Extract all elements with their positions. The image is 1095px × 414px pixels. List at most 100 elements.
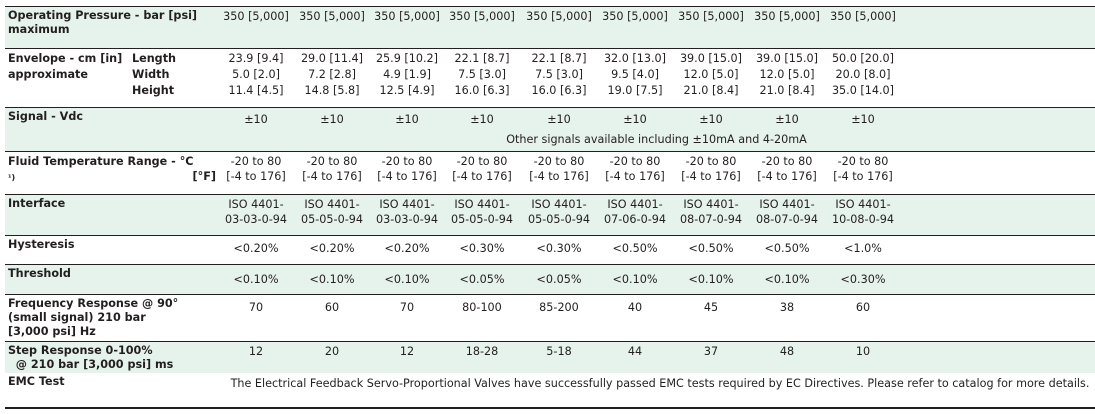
step-value: 37 bbox=[703, 345, 719, 358]
envelope-value: 23.9 [9.4] 5.0 [2.0] 11.4 [4.5] bbox=[218, 51, 294, 99]
value-line: [-4 to 176] bbox=[226, 170, 286, 183]
row-label: Envelope - cm [in] approximate bbox=[8, 51, 122, 83]
step-value: 12 bbox=[248, 345, 264, 358]
value-line: 32.0 [13.0] bbox=[603, 52, 667, 65]
value-line: 21.0 [8.4] bbox=[683, 84, 739, 97]
temperature-value: -20 to 80 [-4 to 176] bbox=[218, 154, 294, 184]
hysteresis-value: <0.20% bbox=[384, 242, 430, 255]
interface-value: ISO 4401- 08-07-0-94 bbox=[673, 197, 749, 227]
hysteresis-value: <0.30% bbox=[536, 242, 582, 255]
pressure-value: 350 [5,000] bbox=[374, 10, 440, 23]
envelope-value: 39.0 [15.0] 12.0 [5.0] 21.0 [8.4] bbox=[749, 51, 825, 99]
row-signal: Signal - Vdc Other signals available inc… bbox=[5, 107, 1095, 151]
value-line: -20 to 80 bbox=[456, 155, 508, 168]
threshold-value: <0.05% bbox=[536, 273, 582, 286]
temperature-value: -20 to 80 [-4 to 176] bbox=[444, 154, 520, 184]
value-line: 22.1 [8.7] bbox=[454, 52, 510, 65]
interface-value: ISO 4401- 05-05-0-94 bbox=[521, 197, 597, 227]
threshold-value: <0.10% bbox=[688, 273, 734, 286]
signal-note: Other signals available including ±10mA … bbox=[506, 133, 807, 146]
value-line: 5.0 [2.0] bbox=[232, 68, 280, 81]
value-line: [-4 to 176] bbox=[833, 170, 893, 183]
row-frequency-response: Frequency Response @ 90° (small signal) 2… bbox=[5, 294, 1095, 341]
value-line: 12.5 [4.9] bbox=[379, 84, 435, 97]
row-label: Frequency Response @ 90° (small signal) 2… bbox=[8, 297, 178, 339]
temperature-value: -20 to 80 [-4 to 176] bbox=[825, 154, 901, 184]
row-label: EMC Test bbox=[8, 375, 65, 388]
frequency-value: 70 bbox=[248, 301, 264, 314]
value-line: 12.0 [5.0] bbox=[759, 68, 815, 81]
label-line: [°F] bbox=[192, 170, 216, 183]
frequency-value: 40 bbox=[627, 301, 643, 314]
value-line: [-4 to 176] bbox=[605, 170, 665, 183]
row-label: Threshold bbox=[8, 267, 71, 280]
value-line: -20 to 80 bbox=[685, 155, 737, 168]
threshold-value: <0.10% bbox=[309, 273, 355, 286]
envelope-value: 29.0 [11.4] 7.2 [2.8] 14.8 [5.8] bbox=[294, 51, 370, 99]
frequency-value: 45 bbox=[703, 301, 719, 314]
value-line: 08-07-0-94 bbox=[680, 213, 742, 226]
row-label: Step Response 0-100% @ 210 bar [3,000 ps… bbox=[8, 344, 173, 372]
value-line: [-4 to 176] bbox=[681, 170, 741, 183]
value-line: 20.0 [8.0] bbox=[835, 68, 891, 81]
value-line: ISO 4401- bbox=[379, 198, 435, 211]
signal-value: ±10 bbox=[699, 113, 723, 126]
threshold-value: <0.30% bbox=[840, 273, 886, 286]
label-line: ¹) bbox=[8, 173, 16, 182]
signal-value: ±10 bbox=[244, 113, 268, 126]
envelope-value: 25.9 [10.2] 4.9 [1.9] 12.5 [4.9] bbox=[369, 51, 445, 99]
value-line: ISO 4401- bbox=[531, 198, 587, 211]
row-step-response: Step Response 0-100% @ 210 bar [3,000 ps… bbox=[5, 341, 1095, 373]
value-line: 08-07-0-94 bbox=[756, 213, 818, 226]
step-value: 18-28 bbox=[465, 345, 499, 358]
value-line: 11.4 [4.5] bbox=[228, 84, 284, 97]
envelope-value: 39.0 [15.0] 12.0 [5.0] 21.0 [8.4] bbox=[673, 51, 749, 99]
value-line: 03-03-0-94 bbox=[376, 213, 438, 226]
sub-label: Height bbox=[132, 84, 175, 97]
value-line: 35.0 [14.0] bbox=[831, 84, 895, 97]
value-line: ISO 4401- bbox=[454, 198, 510, 211]
sub-label: Width bbox=[132, 68, 170, 81]
row-envelope: Envelope - cm [in] approximate Length Widt… bbox=[5, 48, 1095, 107]
interface-value: ISO 4401- 07-06-0-94 bbox=[597, 197, 673, 227]
row-label: Signal - Vdc bbox=[8, 110, 83, 123]
hysteresis-value: <0.50% bbox=[688, 242, 734, 255]
temperature-value: -20 to 80 [-4 to 176] bbox=[749, 154, 825, 184]
value-line: 25.9 [10.2] bbox=[375, 52, 439, 65]
value-line: 29.0 [11.4] bbox=[300, 52, 364, 65]
step-value: 5-18 bbox=[546, 345, 572, 358]
interface-value: ISO 4401- 05-05-0-94 bbox=[294, 197, 370, 227]
envelope-dimension-labels: Length Width Height bbox=[132, 51, 176, 99]
step-value: 48 bbox=[779, 345, 795, 358]
hysteresis-value: <1.0% bbox=[844, 242, 882, 255]
row-fluid-temperature: Fluid Temperature Range - °C ¹) [°F] -20 t… bbox=[5, 151, 1095, 194]
value-line: 9.5 [4.0] bbox=[611, 68, 659, 81]
row-threshold: Threshold <0.10% <0.10% <0.10% <0.05% <0.05%… bbox=[5, 264, 1095, 294]
table-bottom-rule bbox=[5, 407, 1095, 409]
value-line: 23.9 [9.4] bbox=[228, 52, 284, 65]
temperature-value: -20 to 80 [-4 to 176] bbox=[673, 154, 749, 184]
label-line: Operating Pressure - bar [psi] bbox=[8, 9, 198, 22]
value-line: 7.2 [2.8] bbox=[308, 68, 356, 81]
row-label: Hysteresis bbox=[8, 238, 75, 251]
frequency-value: 70 bbox=[399, 301, 415, 314]
frequency-value: 60 bbox=[324, 301, 340, 314]
pressure-value: 350 [5,000] bbox=[678, 10, 744, 23]
interface-value: ISO 4401- 03-03-0-94 bbox=[369, 197, 445, 227]
value-line: 7.5 [3.0] bbox=[535, 68, 583, 81]
threshold-value: <0.10% bbox=[764, 273, 810, 286]
interface-value: ISO 4401- 05-05-0-94 bbox=[444, 197, 520, 227]
signal-value: ±10 bbox=[775, 113, 799, 126]
label-line: approximate bbox=[8, 68, 88, 81]
row-label: Interface bbox=[8, 197, 66, 210]
value-line: 14.8 [5.8] bbox=[304, 84, 360, 97]
label-line: @ 210 bar [3,000 psi] ms bbox=[15, 358, 174, 371]
signal-value: ±10 bbox=[851, 113, 875, 126]
value-line: [-4 to 176] bbox=[529, 170, 589, 183]
label-line: Envelope - cm [in] bbox=[8, 52, 123, 65]
signal-value: ±10 bbox=[547, 113, 571, 126]
value-line: 4.9 [1.9] bbox=[383, 68, 431, 81]
value-line: [-4 to 176] bbox=[757, 170, 817, 183]
envelope-value: 32.0 [13.0] 9.5 [4.0] 19.0 [7.5] bbox=[597, 51, 673, 99]
temperature-value: -20 to 80 [-4 to 176] bbox=[521, 154, 597, 184]
